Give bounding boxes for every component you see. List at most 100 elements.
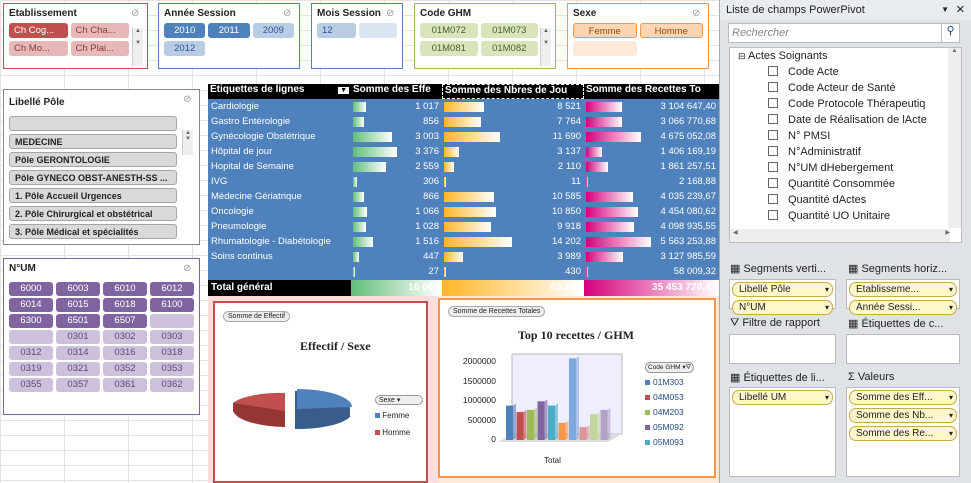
- slicer-item[interactable]: 0314: [56, 346, 100, 360]
- slicer-item[interactable]: 0357: [56, 378, 100, 392]
- slicer-item[interactable]: 6300: [9, 314, 53, 328]
- field-pill[interactable]: Somme des Eff... ▾: [849, 390, 957, 405]
- table-row[interactable]: Pneumologie 1 028 9 918 4 098 935,55: [208, 219, 719, 234]
- table-row[interactable]: Rhumatologie - Diabétologie 1 516 14 202 5 …: [208, 234, 719, 249]
- slicer-item[interactable]: 6015: [56, 298, 100, 312]
- filter-dropdown-icon[interactable]: ▼: [338, 87, 349, 94]
- field-item[interactable]: N° PMSI: [730, 128, 961, 144]
- slicer-item[interactable]: 6000: [9, 282, 53, 296]
- drop-seg-h[interactable]: Etablisseme... ▾ Année Sessi... ▾: [846, 279, 960, 315]
- table-row[interactable]: Médecine Gériatrique 866 10 585 4 035 239,6…: [208, 189, 719, 204]
- table-row[interactable]: Soins continus 447 3 989 3 127 985,59: [208, 249, 719, 264]
- field-item[interactable]: Quantité Consommée: [730, 176, 961, 192]
- slicer-item[interactable]: MEDECINE: [9, 134, 177, 149]
- header-col[interactable]: Somme des Nbres de Jou: [442, 84, 584, 99]
- field-item[interactable]: Code Protocole Thérapeutiq: [730, 96, 961, 112]
- field-pill[interactable]: N°UM ▾: [732, 300, 833, 315]
- vertical-scrollbar[interactable]: ▲: [948, 48, 961, 228]
- field-item[interactable]: Quantité dActes: [730, 192, 961, 208]
- slicer-item[interactable]: 6018: [103, 298, 147, 312]
- legend-field-button[interactable]: Sexe ▾: [375, 395, 423, 405]
- field-pill[interactable]: Somme des Re... ▾: [849, 426, 957, 441]
- dropdown-icon[interactable]: ▼: [941, 5, 949, 14]
- field-checkbox[interactable]: [768, 98, 778, 108]
- slicer-item[interactable]: 3. Pôle Médical et spécialités: [9, 224, 177, 239]
- field-pill[interactable]: Libellé UM ▾: [732, 390, 833, 405]
- slicer-item[interactable]: 6012: [150, 282, 194, 296]
- horizontal-scrollbar[interactable]: ◀ ▶: [730, 229, 950, 242]
- field-checkbox[interactable]: [768, 210, 778, 220]
- table-row[interactable]: Hopital de Semaine 2 559 2 110 1 861 257,51: [208, 159, 719, 174]
- clear-filter-icon[interactable]: ⊘: [131, 8, 140, 19]
- table-row[interactable]: Hôpital de jour 3 376 3 137 1 406 169,19: [208, 144, 719, 159]
- slicer-item[interactable]: 0352: [103, 362, 147, 376]
- field-checkbox[interactable]: [768, 66, 778, 76]
- slicer-item[interactable]: 0301: [56, 330, 100, 344]
- slicer-item[interactable]: 0312: [9, 346, 53, 360]
- slicer-item[interactable]: Ch Mo...: [9, 41, 68, 56]
- slicer-item[interactable]: 0319: [9, 362, 53, 376]
- slicer-scrollbar[interactable]: ▲ ▼: [132, 28, 143, 66]
- field-item[interactable]: N°UM dHebergement: [730, 160, 961, 176]
- drop-seg-v[interactable]: Libellé Pôle ▾ N°UM ▾: [729, 279, 836, 315]
- header-col[interactable]: Somme des Recettes To: [586, 84, 701, 95]
- slicer-item[interactable]: 6507: [103, 314, 147, 328]
- slicer-item[interactable]: [9, 116, 177, 131]
- table-row[interactable]: IVG 306 11 2 168,88: [208, 174, 719, 189]
- slicer-item[interactable]: Ch Cog...: [9, 23, 68, 38]
- clear-filter-icon[interactable]: ⊘: [386, 8, 395, 19]
- search-field[interactable]: Rechercher ⚲: [728, 23, 960, 43]
- slicer-item[interactable]: Ch Cha...: [70, 23, 129, 38]
- slicer-scrollbar[interactable]: ▲ ▼: [540, 28, 551, 66]
- slicer-item[interactable]: 0361: [103, 378, 147, 392]
- field-checkbox[interactable]: [768, 178, 778, 188]
- slicer-item[interactable]: 12: [317, 23, 356, 38]
- legend-field-button[interactable]: Code GHM ▾⛛: [645, 362, 695, 373]
- clear-filter-icon[interactable]: ⊘: [692, 8, 701, 19]
- table-row[interactable]: Oncologie 1 066 10 850 4 454 080,62: [208, 204, 719, 219]
- drop-colonnes[interactable]: [846, 334, 960, 364]
- field-checkbox[interactable]: [768, 82, 778, 92]
- drop-lignes[interactable]: Libellé UM ▾: [729, 387, 836, 477]
- slicer-item[interactable]: 6501: [56, 314, 100, 328]
- slicer-item[interactable]: Pôle GYNECO OBST-ANESTH-SS ...: [9, 170, 177, 185]
- field-pill[interactable]: Libellé Pôle ▾: [732, 282, 833, 297]
- slicer-item[interactable]: 0355: [9, 378, 53, 392]
- slicer-item[interactable]: 0362: [150, 378, 194, 392]
- slicer-item[interactable]: 6014: [9, 298, 53, 312]
- slicer-item[interactable]: 0303: [150, 330, 194, 344]
- slicer-item[interactable]: 2012: [164, 41, 206, 56]
- drop-valeurs[interactable]: Somme des Eff... ▾ Somme des Nb... ▾ Somme…: [846, 387, 960, 477]
- slicer-item[interactable]: Ch Plai...: [70, 41, 129, 56]
- field-checkbox[interactable]: [768, 194, 778, 204]
- slicer-item[interactable]: 0316: [103, 346, 147, 360]
- table-row[interactable]: Cardiologie 1 017 8 521 3 104 647,40: [208, 99, 719, 114]
- field-checkbox[interactable]: [768, 146, 778, 156]
- field-item[interactable]: Code Acteur de Santé: [730, 80, 961, 96]
- slicer-item[interactable]: Homme: [639, 23, 703, 38]
- chart-field-button[interactable]: Somme de Recettes Totales: [448, 306, 546, 317]
- slicer-item[interactable]: [573, 41, 637, 56]
- slicer-item[interactable]: 2011: [208, 23, 250, 38]
- slicer-item[interactable]: Pôle GERONTOLOGIE: [9, 152, 177, 167]
- slicer-item[interactable]: [9, 330, 53, 344]
- slicer-item[interactable]: 0321: [56, 362, 100, 376]
- header-row-labels[interactable]: Étiquettes de lignes ▼: [210, 84, 349, 95]
- slicer-item[interactable]: 2010: [164, 23, 206, 38]
- slicer-item[interactable]: 01M072: [420, 23, 478, 38]
- field-checkbox[interactable]: [768, 130, 778, 140]
- slicer-item[interactable]: 2009: [252, 23, 294, 38]
- table-row[interactable]: 27 430 58 009,32: [208, 264, 719, 279]
- header-col[interactable]: Somme des Effe: [353, 84, 431, 95]
- field-item[interactable]: Code Acte: [730, 64, 961, 80]
- clear-filter-icon[interactable]: ⊘: [183, 263, 192, 274]
- clear-filter-icon[interactable]: ⊘: [283, 8, 292, 19]
- slicer-item[interactable]: [150, 314, 194, 328]
- field-item[interactable]: Date de Réalisation de lActe: [730, 112, 961, 128]
- slicer-item[interactable]: Femme: [573, 23, 637, 38]
- field-item[interactable]: Quantité UO Unitaire: [730, 208, 961, 224]
- slicer-scrollbar[interactable]: ▲ ▼: [182, 130, 193, 155]
- field-pill[interactable]: Année Sessi... ▾: [849, 300, 957, 315]
- chart-top10-recettes[interactable]: Somme de Recettes Totales Top 10 recette…: [438, 298, 716, 478]
- slicer-item[interactable]: 6100: [150, 298, 194, 312]
